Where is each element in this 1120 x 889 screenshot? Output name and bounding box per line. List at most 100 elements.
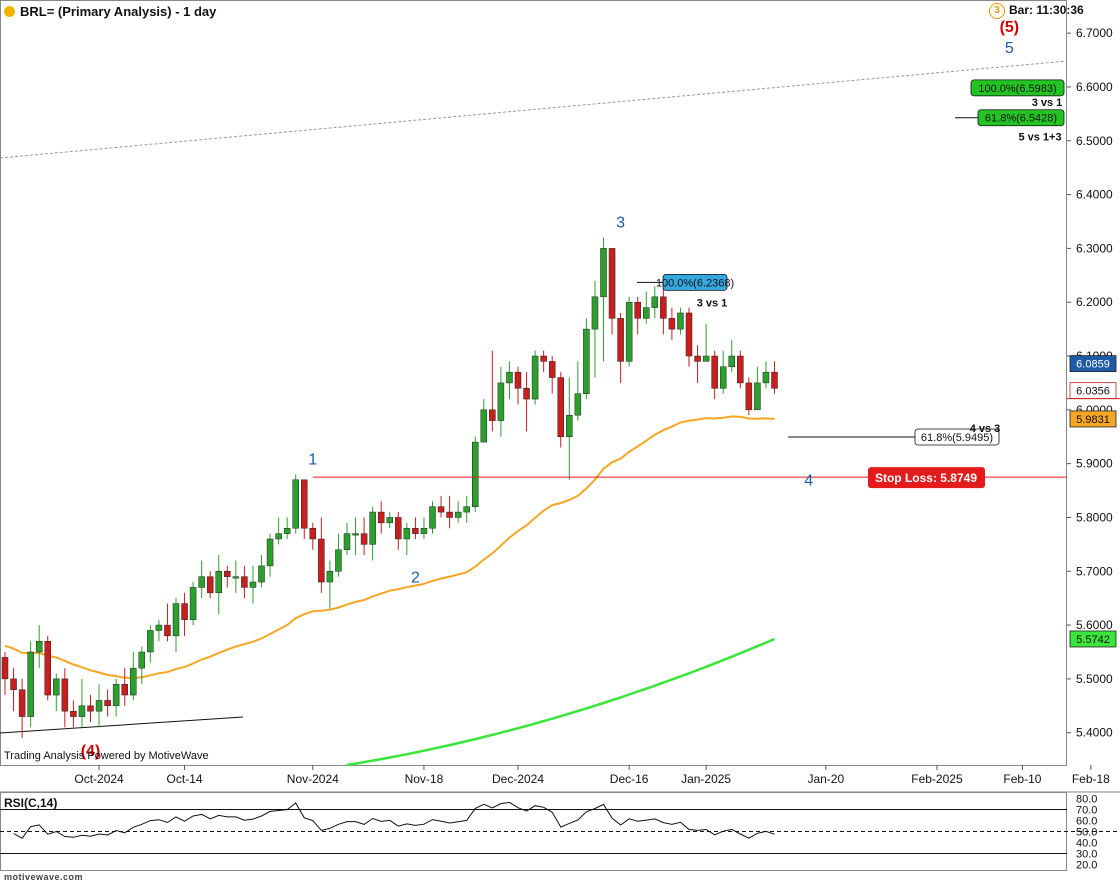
wave-label: 1 [308, 451, 317, 468]
rsi-tick-label: 20.0 [1076, 860, 1097, 872]
candle-body [27, 651, 34, 717]
rsi-tick-label: 50.0 [1076, 827, 1097, 839]
candle-body [249, 581, 257, 588]
fib-label: 61.8%(5.9495) [921, 432, 993, 444]
chart-header: BRL= (Primary Analysis) - 1 day [4, 4, 216, 19]
ma50-line [4, 415, 775, 679]
stop-loss-label: Stop Loss: 5.8749 [875, 471, 977, 485]
price-tick-label: 6.2000 [1076, 295, 1113, 309]
time-tick-label: Feb-18 [1072, 772, 1110, 786]
candle-body [318, 538, 325, 583]
time-tick-label: Jan-20 [807, 772, 844, 786]
candle-body [472, 441, 479, 507]
upper-channel-line [0, 60, 1068, 159]
candle-body [377, 511, 385, 524]
candle-body [694, 355, 701, 362]
candle-body [480, 409, 488, 443]
site-watermark: motivewave.com [4, 872, 84, 882]
candle-body [369, 511, 376, 545]
candle-body [18, 689, 26, 717]
candle-body [258, 565, 265, 583]
candle-body [10, 678, 17, 690]
time-tick-label: Dec-2024 [492, 772, 544, 786]
candle-body [514, 371, 522, 389]
candle-body [87, 705, 94, 712]
candle-body [403, 527, 411, 540]
price-tag [1069, 630, 1117, 648]
candle-body [44, 640, 51, 696]
candle-body [711, 355, 718, 389]
candle-body [198, 576, 205, 588]
price-tick-label: 6.6000 [1076, 80, 1113, 94]
candle-body [78, 705, 86, 717]
candle-body [301, 479, 308, 529]
wave-label: 5 [1005, 40, 1014, 57]
rsi-tick-label: 40.0 [1076, 838, 1097, 850]
rsi-title: RSI(C,14) [4, 796, 57, 810]
candle-body [95, 700, 103, 712]
price-tag-label: 5.9831 [1076, 414, 1110, 426]
fib-label: 100.0%(6.5983) [978, 83, 1056, 95]
price-tick-label: 5.8000 [1076, 510, 1113, 524]
candle-body [70, 710, 77, 717]
candle-body [112, 684, 120, 707]
candle-body [275, 533, 282, 540]
bar-time: Bar: 11:30:36 [1009, 3, 1084, 18]
candle-body [181, 603, 188, 620]
candle-body [557, 377, 564, 437]
candle-body [335, 549, 342, 572]
fib-label: 100.0%(6.2368) [656, 277, 734, 289]
candle-body [420, 527, 428, 534]
candle-body [155, 624, 163, 631]
candle-body [489, 409, 496, 421]
wave-label: (5) [1000, 19, 1020, 36]
candle-body [121, 684, 128, 696]
candle-body [266, 538, 274, 567]
candle-body [651, 296, 659, 308]
candle-body [283, 527, 291, 534]
price-tick-label: 5.9000 [1076, 457, 1113, 471]
candle-body [130, 667, 137, 696]
fib-note: 4 vs 3 [970, 423, 1001, 435]
price-tick-label: 6.3000 [1076, 241, 1113, 255]
price-tick-label: 5.4000 [1076, 726, 1113, 740]
price-tag-label: 6.0356 [1076, 386, 1110, 398]
candle-body [497, 382, 505, 421]
bar-clock: 3 Bar: 11:30:36 [989, 3, 1084, 19]
fib-box [662, 274, 728, 291]
price-tag-label: 5.5742 [1076, 634, 1110, 646]
candle-body [625, 301, 633, 362]
candle-body [583, 328, 590, 394]
candle-body [677, 312, 684, 330]
candle-body [215, 571, 222, 594]
candle-body [523, 388, 530, 400]
price-tag-label: 6.0859 [1076, 359, 1110, 371]
candle-body [360, 533, 368, 545]
time-tick-label: Jan-2025 [681, 772, 731, 786]
fib-note: 3 vs 1 [697, 297, 728, 309]
credit-text: Trading Analysis Powered by MotiveWave [4, 750, 209, 762]
candle-body [53, 678, 60, 696]
cycle-badge: 3 [989, 3, 1005, 19]
price-tag [1069, 355, 1117, 373]
price-tick-label: 5.7000 [1076, 564, 1113, 578]
price-tick-label: 6.7000 [1076, 26, 1113, 40]
candle-body [232, 576, 240, 579]
candle-body [292, 479, 299, 529]
candle-body [386, 517, 393, 524]
time-tick-label: Oct-14 [167, 772, 203, 786]
candle-body [574, 393, 582, 416]
time-tick-label: Feb-10 [1003, 772, 1041, 786]
candle-body [224, 571, 231, 577]
wave-label: 4 [804, 473, 813, 490]
candle-body [395, 517, 402, 540]
candle-body [446, 511, 453, 518]
candle-body [540, 355, 547, 362]
candle-body [643, 307, 650, 319]
candle-body [591, 296, 599, 330]
lower-trendline [0, 716, 244, 734]
candle-body [685, 312, 693, 357]
candle-body [617, 318, 624, 362]
ma200-line [346, 637, 775, 767]
